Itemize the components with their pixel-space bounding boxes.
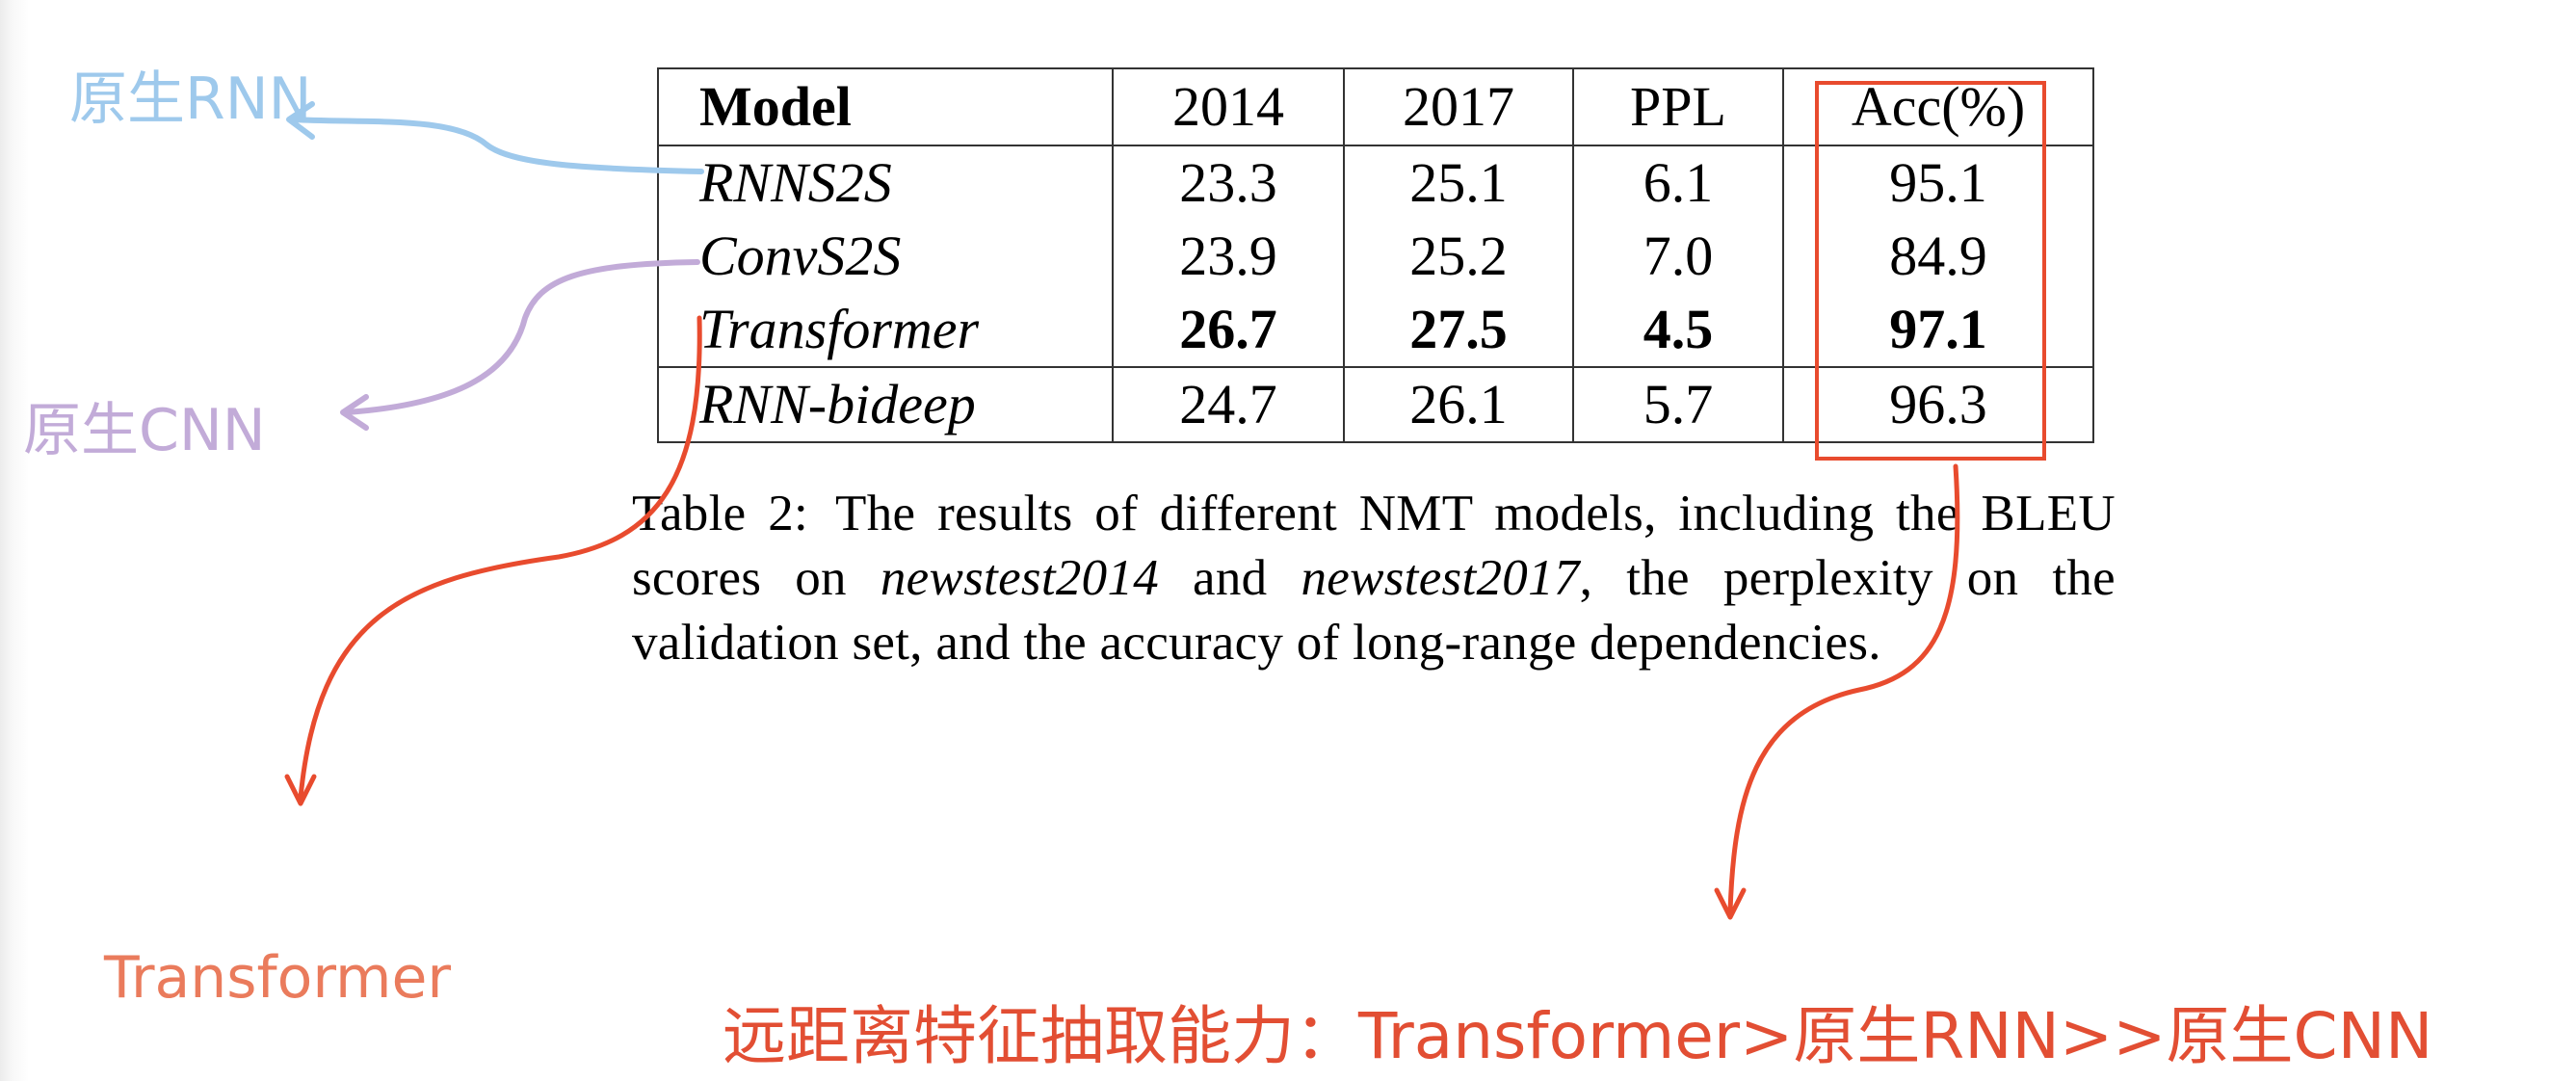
score-2017: 25.2 [1344, 220, 1574, 293]
transformer-arrowhead-icon [284, 774, 317, 806]
perplexity: 6.1 [1573, 145, 1784, 220]
results-table: Model 2014 2017 PPL Acc(%) RNNS2S 23.3 2… [657, 67, 2094, 443]
header-model: Model [657, 67, 1114, 146]
caption-text: and [1159, 550, 1301, 606]
caption-text: , the perplexity on the validation set, … [632, 550, 2116, 671]
score-2017: 27.5 [1344, 293, 1574, 368]
model-name: ConvS2S [657, 220, 1114, 293]
accuracy-arrowhead-icon [1714, 887, 1747, 920]
caption-text: The results of different NMT models, inc… [632, 486, 2116, 606]
model-name: RNN-bideep [657, 367, 1114, 443]
rnn-arrowhead-icon [286, 101, 315, 140]
perplexity: 5.7 [1573, 367, 1784, 443]
score-2017: 25.1 [1344, 145, 1574, 220]
model-name: Transformer [657, 293, 1114, 368]
header-2017: 2017 [1344, 67, 1574, 146]
conclusion-text: 远距离特征抽取能力：Transformer>原生RNN>>原生CNN [723, 999, 2433, 1073]
rnn-arrow [288, 117, 704, 174]
cnn-arrowhead-icon [340, 394, 369, 431]
perplexity: 4.5 [1573, 293, 1784, 368]
caption-lead: Table 2: [632, 486, 809, 541]
transformer-arrow [298, 315, 702, 801]
score-2014: 23.9 [1113, 220, 1345, 293]
model-name: RNNS2S [657, 145, 1114, 220]
caption-dataset-2017: newstest2017 [1301, 550, 1580, 606]
native-cnn-label: 原生CNN [23, 397, 266, 464]
table-caption: Table 2: The results of different NMT mod… [632, 482, 2116, 675]
table-header-row: Model 2014 2017 PPL Acc(%) [657, 67, 2094, 146]
score-2017: 26.1 [1344, 367, 1574, 443]
accuracy-arrow [1727, 463, 1960, 914]
native-rnn-label: 原生RNN [69, 66, 312, 133]
transformer-label: Transformer [104, 944, 452, 1012]
score-2014: 26.7 [1113, 293, 1345, 368]
header-2014: 2014 [1113, 67, 1345, 146]
accuracy-highlight-box [1815, 81, 2046, 461]
score-2014: 24.7 [1113, 367, 1345, 443]
header-ppl: PPL [1573, 67, 1784, 146]
perplexity: 7.0 [1573, 220, 1784, 293]
caption-dataset-2014: newstest2014 [880, 550, 1160, 606]
score-2014: 23.3 [1113, 145, 1345, 220]
cnn-arrow [344, 259, 700, 415]
